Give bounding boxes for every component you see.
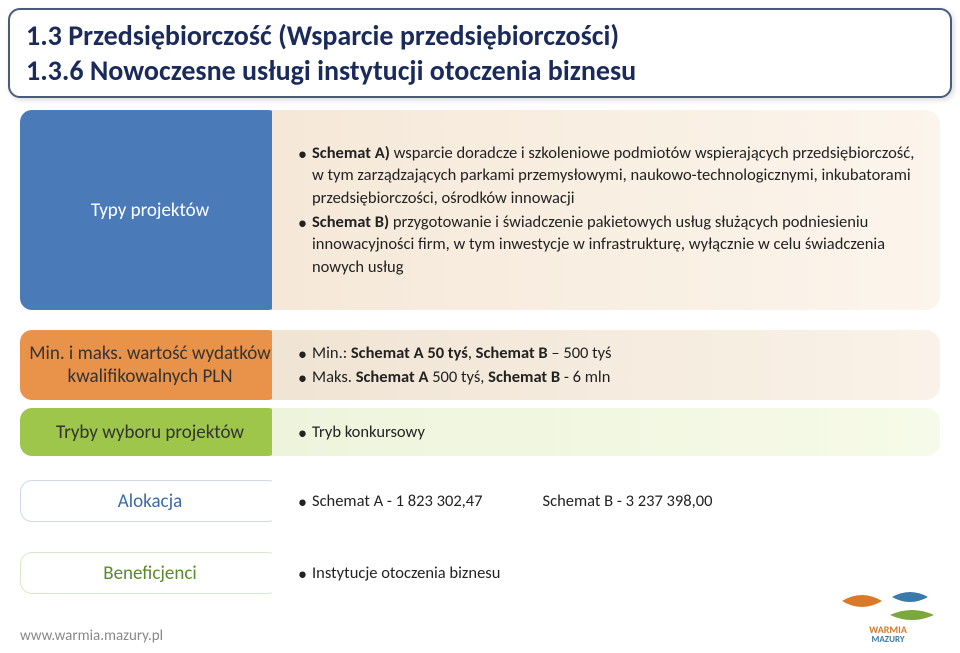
label-benef: Beneficjenci — [20, 552, 280, 594]
content-alokacja: Schemat A - 1 823 302,47 Schemat B - 3 23… — [272, 480, 940, 522]
min-b-val: – 500 tyś — [548, 343, 612, 363]
page-title: 1.3 Przedsiębiorczość (Wsparcie przedsię… — [26, 18, 934, 88]
content-wydatki: Min.: Schemat A 50 tyś, Schemat B – 500 … — [272, 330, 940, 400]
maks-prefix: Maks. — [312, 367, 356, 387]
min-prefix: Min.: — [312, 343, 351, 363]
tryby-value: Tryb konkursowy — [298, 421, 922, 443]
schemat-a-prefix: Schemat A) — [312, 143, 394, 163]
warmia-mazury-logo: WARMIA MAZURY — [832, 583, 942, 643]
title-line-2: 1.3.6 Nowoczesne usługi instytucji otocz… — [26, 53, 636, 88]
row-alokacja: Alokacja Schemat A - 1 823 302,47Schemat… — [20, 480, 940, 522]
title-line-1: 1.3 Przedsiębiorczość (Wsparcie przedsię… — [26, 18, 619, 53]
row-beneficjenci: Beneficjenci Instytucje otoczenia biznes… — [20, 552, 940, 594]
min-item: Min.: Schemat A 50 tyś, Schemat B – 500 … — [298, 342, 922, 364]
schemat-b-text: przygotowanie i świadczenie pakietowych … — [312, 212, 885, 277]
row-typy-projektow: Typy projektów Schemat A) wsparcie dorad… — [20, 110, 940, 310]
label-typy: Typy projektów — [20, 110, 280, 310]
row-wydatki: Min. i maks. wartość wydatków kwalifikow… — [20, 330, 940, 400]
content-tryby: Tryb konkursowy — [272, 408, 940, 456]
schemat-b-prefix: Schemat B) — [312, 212, 393, 232]
schemat-a-item: Schemat A) wsparcie doradcze i szkolenio… — [298, 142, 922, 209]
maks-a-val: 500 tyś, — [432, 367, 488, 387]
benef-value: Instytucje otoczenia biznesu — [298, 562, 922, 584]
alokacja-b: Schemat B - 3 237 398,00 — [543, 490, 713, 512]
maks-b: Schemat B — [488, 367, 560, 387]
maks-item: Maks. Schemat A 500 tyś, Schemat B - 6 m… — [298, 366, 922, 388]
logo-text-2: MAZURY — [871, 634, 904, 643]
schemat-a-text: wsparcie doradcze i szkoleniowe podmiotó… — [312, 143, 914, 208]
alokacja-a: Schemat A - 1 823 302,47 — [312, 491, 483, 511]
title-panel: 1.3 Przedsiębiorczość (Wsparcie przedsię… — [8, 8, 952, 98]
footer-url: www.warmia.mazury.pl — [20, 627, 163, 645]
label-alokacja: Alokacja — [20, 480, 280, 522]
min-b: Schemat B — [476, 343, 548, 363]
label-wydatki: Min. i maks. wartość wydatków kwalifikow… — [20, 330, 280, 400]
min-a: Schemat A 50 tyś — [351, 343, 468, 363]
content-typy: Schemat A) wsparcie doradcze i szkolenio… — [272, 110, 940, 310]
schemat-b-item: Schemat B) przygotowanie i świadczenie p… — [298, 211, 922, 278]
row-tryby: Tryby wyboru projektów Tryb konkursowy — [20, 408, 940, 456]
maks-b-val: - 6 mln — [560, 367, 610, 387]
alokacja-item: Schemat A - 1 823 302,47 Schemat B - 3 23… — [298, 490, 922, 512]
label-tryby: Tryby wyboru projektów — [20, 408, 280, 456]
maks-a: Schemat A — [356, 367, 432, 387]
